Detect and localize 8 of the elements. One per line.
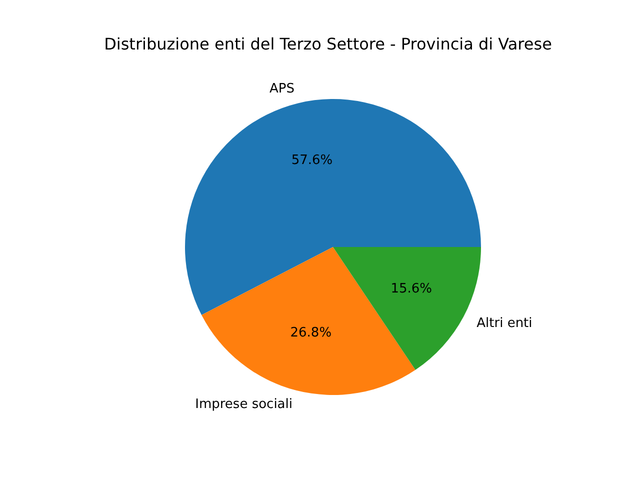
data-label: 26.8% [290,326,332,341]
data-label: 15.6% [390,281,432,296]
slice-label: Altri enti [476,316,532,332]
slice-label: Imprese sociali [195,397,293,412]
slice-label: APS [270,81,294,96]
data-label: 57.6% [291,153,333,168]
chart-title: Distribuzione enti del Terzo Settore - Provincia di Varese [104,34,552,54]
pie-slice [185,99,481,316]
